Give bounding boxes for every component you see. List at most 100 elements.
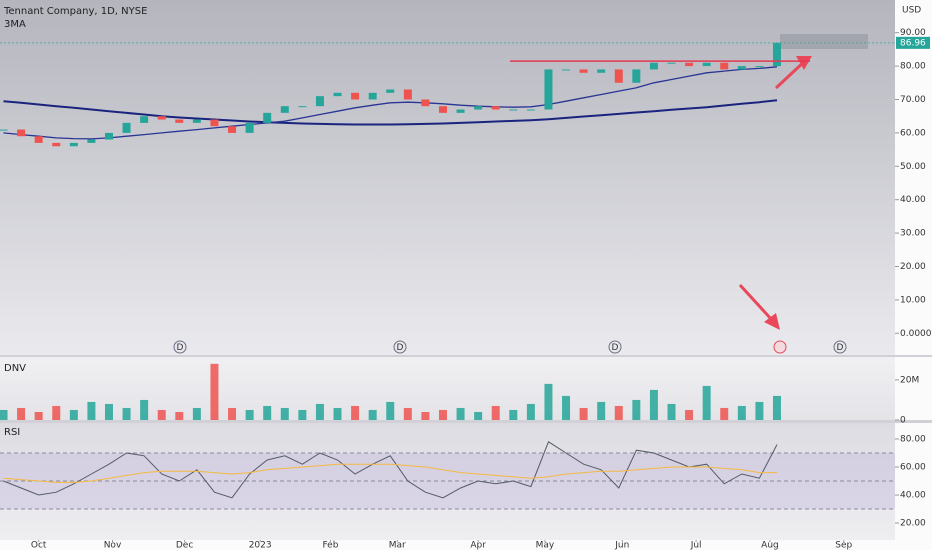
candle bbox=[720, 62, 729, 70]
volume-bar bbox=[175, 411, 184, 420]
candle bbox=[544, 69, 553, 110]
y-tick-label: 20.00 bbox=[900, 262, 926, 272]
candle bbox=[351, 92, 360, 100]
event-marker bbox=[393, 340, 407, 354]
price-axis bbox=[895, 0, 932, 550]
volume-bar bbox=[104, 403, 113, 420]
y-tick-label: 10.00 bbox=[900, 295, 926, 305]
rsi-line bbox=[3, 441, 778, 499]
volume-bar bbox=[157, 409, 166, 420]
event-label: D bbox=[837, 343, 844, 353]
volume-bar bbox=[526, 403, 535, 420]
moving-average bbox=[3, 66, 778, 140]
candle bbox=[526, 109, 535, 111]
volume-bar bbox=[579, 407, 588, 420]
volume-bar bbox=[140, 399, 149, 420]
y-tick-label: 20.00 bbox=[900, 519, 926, 529]
volume-bar bbox=[386, 401, 395, 420]
candle bbox=[104, 132, 113, 140]
candle bbox=[438, 106, 447, 113]
candle bbox=[685, 62, 694, 67]
volume-bar bbox=[69, 409, 78, 420]
volume-bar bbox=[368, 409, 377, 420]
candle bbox=[772, 42, 781, 67]
candle bbox=[210, 119, 219, 127]
volume-bar bbox=[614, 405, 623, 420]
volume-bar bbox=[228, 407, 237, 420]
volume-bar bbox=[52, 405, 61, 420]
candle bbox=[192, 119, 201, 123]
candle bbox=[368, 92, 377, 100]
last-price-tag bbox=[896, 36, 930, 49]
last-price-label: 86.96 bbox=[900, 38, 926, 48]
candle bbox=[333, 92, 342, 97]
event-label: D bbox=[397, 343, 404, 353]
candle bbox=[667, 62, 676, 64]
candle bbox=[614, 69, 623, 83]
y-tick-label: 80.00 bbox=[900, 62, 926, 72]
y-tick-label: 50.00 bbox=[900, 162, 926, 172]
volume-bar bbox=[0, 409, 8, 420]
volume-bar bbox=[597, 401, 606, 420]
y-tick-label: 60.00 bbox=[900, 128, 926, 138]
candle bbox=[632, 69, 641, 83]
candle bbox=[702, 62, 711, 67]
x-tick-label: Oct bbox=[31, 541, 47, 550]
pane-title: DNV bbox=[4, 363, 26, 374]
event-label: D bbox=[177, 343, 184, 353]
x-tick-label: Feb bbox=[323, 541, 339, 550]
x-tick-label: Apr bbox=[470, 541, 486, 550]
annotation-arrow bbox=[738, 283, 774, 322]
candle bbox=[87, 139, 96, 143]
candle bbox=[52, 142, 61, 147]
volume-bar bbox=[333, 407, 342, 420]
event-marker bbox=[833, 340, 847, 354]
volume-bar bbox=[772, 395, 781, 420]
candle bbox=[509, 109, 518, 111]
volume-bar bbox=[421, 411, 430, 420]
candle bbox=[280, 106, 289, 113]
annotation-arrow-head bbox=[764, 313, 780, 330]
price-range-box bbox=[780, 34, 868, 49]
event-marker bbox=[173, 340, 187, 354]
candle bbox=[263, 112, 272, 123]
volume-bar bbox=[210, 363, 219, 420]
earnings-marker bbox=[773, 340, 787, 354]
volume-bar bbox=[351, 405, 360, 420]
candle bbox=[298, 106, 307, 108]
x-tick-label: May bbox=[536, 541, 555, 550]
candle bbox=[122, 122, 131, 133]
volume-bar bbox=[702, 385, 711, 420]
candle bbox=[474, 106, 483, 110]
rsi-line bbox=[3, 463, 777, 483]
y-tick-label: 20M bbox=[900, 375, 919, 385]
moving-average bbox=[3, 99, 778, 126]
volume-bar bbox=[122, 407, 131, 420]
currency: USD bbox=[902, 6, 921, 16]
volume-bar bbox=[649, 389, 658, 420]
volume-bar bbox=[632, 399, 641, 420]
x-tick-label: Nov bbox=[104, 541, 122, 550]
candle bbox=[386, 89, 395, 93]
volume-bar bbox=[737, 405, 746, 420]
separator bbox=[0, 355, 932, 357]
volume-bar bbox=[667, 403, 676, 420]
candle bbox=[597, 69, 606, 73]
x-tick-label: Dec bbox=[176, 541, 193, 550]
y-tick-label: 90.00 bbox=[900, 28, 926, 38]
y-tick-label: 0.0000 bbox=[900, 329, 932, 339]
candle bbox=[0, 129, 8, 131]
candle bbox=[245, 122, 254, 133]
candle bbox=[456, 109, 465, 113]
x-tick-label: Jul bbox=[690, 541, 702, 550]
y-tick-label: 0 bbox=[900, 416, 906, 426]
candle bbox=[228, 126, 237, 133]
candle bbox=[157, 116, 166, 120]
volume-bar bbox=[544, 383, 553, 420]
candle bbox=[34, 136, 43, 143]
volume-bar bbox=[491, 405, 500, 420]
volume-bar bbox=[87, 401, 96, 420]
volume-bar bbox=[192, 407, 201, 420]
volume-bar bbox=[562, 395, 571, 420]
x-tick-label: Sep bbox=[835, 541, 852, 550]
